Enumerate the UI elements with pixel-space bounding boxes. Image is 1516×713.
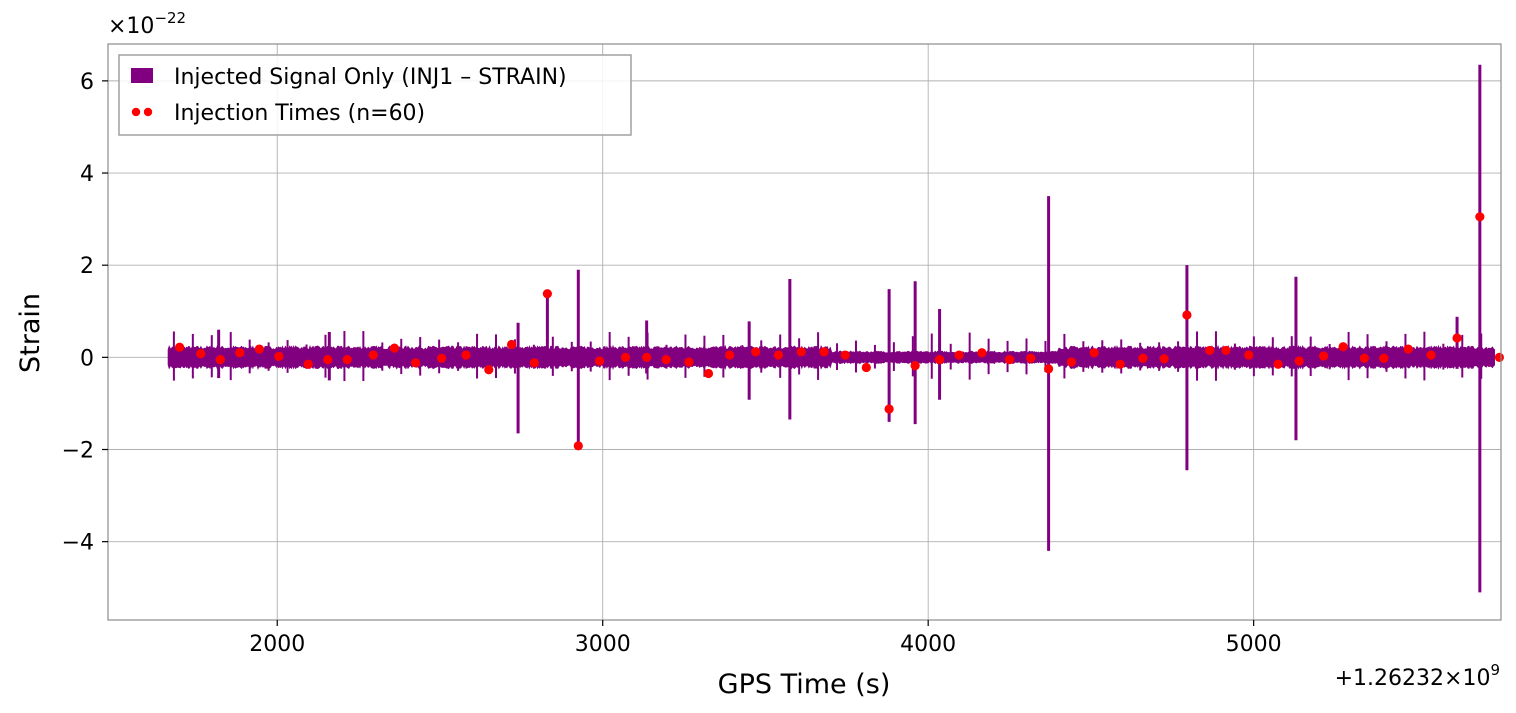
injection-point bbox=[410, 358, 421, 368]
y-tick-label: 0 bbox=[80, 346, 94, 371]
injection-point bbox=[1044, 364, 1054, 374]
injection-point bbox=[620, 352, 631, 362]
injection-point bbox=[1379, 353, 1389, 363]
legend-box bbox=[118, 54, 632, 136]
x-tick-label: 3000 bbox=[575, 632, 631, 657]
injection-point bbox=[840, 350, 850, 360]
x-offset-label: +1.26232×109 bbox=[1335, 661, 1500, 691]
injection-point bbox=[484, 365, 494, 375]
injection-point bbox=[642, 352, 652, 362]
injection-point bbox=[274, 351, 284, 362]
injection-point bbox=[910, 361, 920, 371]
injection-point bbox=[751, 347, 761, 357]
injection-point bbox=[215, 355, 225, 365]
injection-point bbox=[1273, 359, 1283, 369]
injection-point bbox=[235, 348, 245, 358]
injection-point bbox=[884, 404, 894, 414]
injection-point bbox=[1159, 354, 1169, 364]
injection-point bbox=[1494, 352, 1504, 362]
y-scale-label: ×10−22 bbox=[108, 9, 186, 39]
injection-point bbox=[1089, 348, 1099, 358]
y-scale-exponent: −22 bbox=[154, 9, 186, 27]
x-tick-label: 5000 bbox=[1226, 632, 1282, 657]
injection-point bbox=[368, 350, 378, 360]
injection-point bbox=[175, 342, 185, 352]
x-tick-label: 4000 bbox=[900, 632, 956, 657]
y-ticks: −4 −2 0 2 4 6 bbox=[62, 70, 108, 556]
plot-area bbox=[167, 64, 1504, 593]
y-tick-label: 4 bbox=[80, 162, 94, 187]
injection-point bbox=[861, 362, 871, 373]
injection-point bbox=[573, 441, 583, 451]
x-axis-label: GPS Time (s) bbox=[718, 669, 891, 700]
injection-point bbox=[977, 348, 987, 358]
injection-point bbox=[954, 350, 964, 360]
injection-point bbox=[594, 356, 605, 366]
legend-injection-marker bbox=[143, 107, 153, 117]
injection-point bbox=[461, 350, 471, 360]
injection-point bbox=[1066, 357, 1076, 367]
injection-point bbox=[703, 368, 714, 379]
injection-point bbox=[819, 347, 829, 357]
legend: Injected Signal Only (INJ1 – STRAIN) Inj… bbox=[118, 54, 632, 136]
injection-point bbox=[1294, 356, 1304, 366]
injection-point bbox=[725, 350, 735, 360]
legend-injection-marker bbox=[131, 107, 141, 117]
y-axis-label: Strain bbox=[15, 293, 46, 373]
legend-signal-label: Injected Signal Only (INJ1 – STRAIN) bbox=[174, 65, 567, 90]
injection-point bbox=[1403, 344, 1413, 354]
injection-point bbox=[323, 355, 333, 365]
x-ticks: 2000 3000 4000 5000 bbox=[249, 620, 1282, 657]
injection-point bbox=[506, 339, 517, 350]
injection-point bbox=[1182, 310, 1192, 320]
injection-point bbox=[796, 347, 806, 357]
injection-point bbox=[529, 358, 539, 368]
injection-point bbox=[661, 355, 671, 365]
x-tick-label: 2000 bbox=[249, 632, 305, 657]
legend-injection-label: Injection Times (n=60) bbox=[174, 101, 425, 126]
injection-point bbox=[1426, 350, 1436, 360]
injection-point bbox=[196, 349, 206, 359]
legend-signal-swatch bbox=[131, 68, 153, 83]
injection-point bbox=[1004, 355, 1015, 365]
injection-point bbox=[773, 350, 784, 360]
injection-point bbox=[437, 353, 447, 363]
injection-point bbox=[542, 289, 552, 299]
injection-point bbox=[1452, 333, 1462, 343]
injection-point bbox=[1138, 353, 1148, 363]
injection-point bbox=[934, 355, 945, 365]
injection-point bbox=[1026, 353, 1036, 363]
injection-point bbox=[1205, 345, 1215, 356]
injection-point bbox=[684, 357, 694, 367]
injection-point bbox=[1221, 345, 1231, 356]
injection-point bbox=[1475, 212, 1485, 222]
y-tick-label: −2 bbox=[62, 439, 94, 464]
y-tick-label: −4 bbox=[62, 531, 94, 556]
injection-point bbox=[1338, 342, 1348, 352]
axes-frame bbox=[107, 43, 1502, 621]
y-tick-label: 6 bbox=[80, 70, 94, 95]
x-offset-exponent: 9 bbox=[1490, 661, 1500, 679]
injection-point bbox=[254, 344, 264, 354]
injection-point bbox=[342, 355, 352, 365]
injection-point bbox=[1359, 353, 1369, 363]
y-tick-label: 2 bbox=[80, 254, 94, 279]
injection-point bbox=[303, 359, 313, 369]
injection-point bbox=[1115, 359, 1125, 369]
injection-point bbox=[389, 343, 400, 353]
injection-point bbox=[1244, 350, 1254, 360]
injection-point bbox=[1319, 351, 1329, 361]
